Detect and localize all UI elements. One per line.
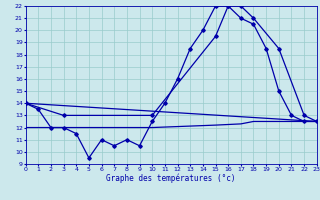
X-axis label: Graphe des températures (°c): Graphe des températures (°c) [107,174,236,183]
